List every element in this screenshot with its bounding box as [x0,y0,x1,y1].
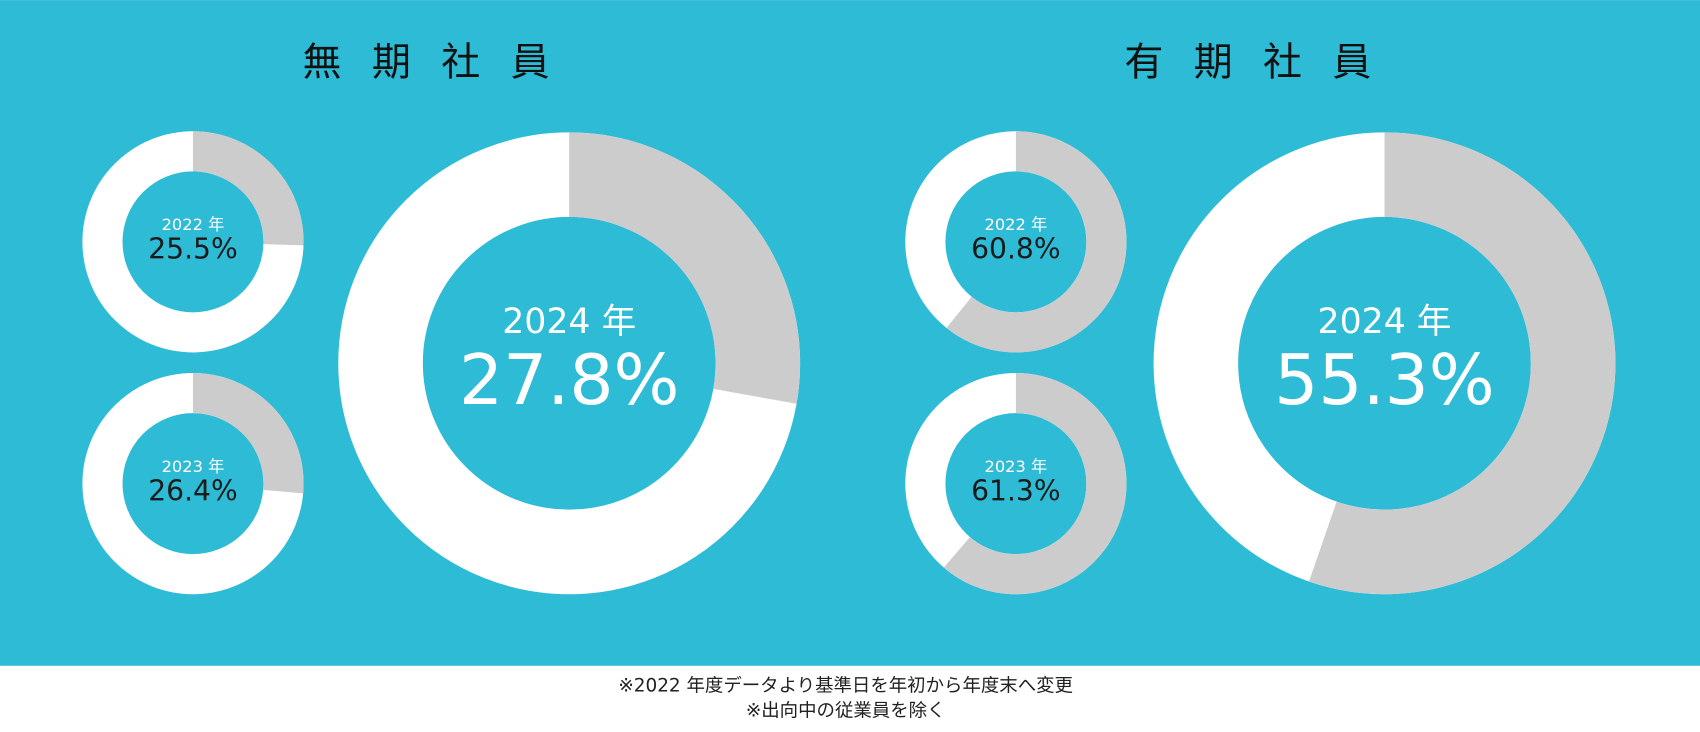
value-label: 60.8% [971,233,1061,266]
donut-segment [192,131,304,246]
group-title: 有期社員 [1124,41,1402,86]
donut-segment [943,373,1127,595]
group-title: 無期社員 [303,41,580,86]
value-label: 26.4% [148,474,237,507]
year-label: 2024 年 [502,302,636,342]
donut-segment [946,131,1127,353]
donut-segment [1309,132,1616,595]
donut-segment [569,132,801,404]
donut-segment [192,373,304,494]
year-label: 2022 年 [984,215,1047,234]
value-label: 55.3% [1274,341,1494,421]
value-label: 27.8% [459,341,679,421]
year-label: 2024 年 [1318,302,1452,342]
year-label: 2023 年 [984,457,1047,476]
value-label: 61.3% [971,474,1061,507]
year-label: 2022 年 [162,215,225,234]
value-label: 25.5% [148,233,237,266]
year-label: 2023 年 [162,457,225,476]
footnote: ※2022 年度データより基準日を年初から年度末へ変更 [618,675,1073,696]
footnote: ※出向中の従業員を除く [746,700,946,721]
